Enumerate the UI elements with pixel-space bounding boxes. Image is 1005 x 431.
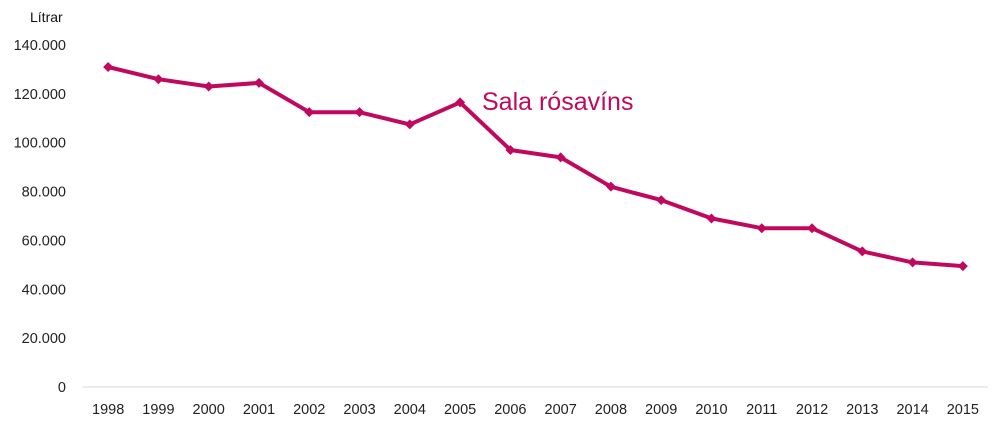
y-axis-label: Lítrar xyxy=(30,9,63,25)
data-point-2015 xyxy=(957,261,968,272)
x-tick-label: 2015 xyxy=(947,402,979,418)
y-tick-label: 80.000 xyxy=(22,185,66,201)
data-point-1999 xyxy=(153,74,164,85)
x-tick-label: 2003 xyxy=(343,402,375,418)
series-markers xyxy=(103,61,968,272)
x-tick-label: 2012 xyxy=(796,402,828,418)
data-point-2002 xyxy=(304,107,315,118)
x-tick-label: 2010 xyxy=(695,402,727,418)
x-axis: 1998 1999 2000 2001 2002 2003 2004 2005 2006 2007… xyxy=(92,402,979,418)
data-point-2011 xyxy=(756,223,767,234)
x-tick-label: 2001 xyxy=(243,402,275,418)
x-tick-label: 2000 xyxy=(193,402,225,418)
x-tick-label: 2004 xyxy=(394,402,426,418)
series-label: Sala rósavíns xyxy=(482,88,633,116)
y-axis: 0 20.000 40.000 60.000 80.000 100.000 120.000 1… xyxy=(14,38,66,396)
x-tick-label: 2011 xyxy=(746,402,777,418)
y-tick-label: 40.000 xyxy=(22,282,66,298)
y-tick-label: 20.000 xyxy=(22,331,66,347)
y-tick-label: 100.000 xyxy=(14,136,66,152)
data-point-2006 xyxy=(505,145,516,156)
data-point-2012 xyxy=(807,223,818,234)
x-tick-label: 2013 xyxy=(846,402,878,418)
x-tick-label: 1999 xyxy=(142,402,174,418)
data-point-2008 xyxy=(605,181,616,192)
y-tick-label: 120.000 xyxy=(14,87,66,103)
x-tick-label: 2014 xyxy=(896,402,928,418)
x-tick-label: 1998 xyxy=(92,402,124,418)
x-tick-label: 2009 xyxy=(645,402,677,418)
y-tick-label: 140.000 xyxy=(14,38,66,54)
data-point-2001 xyxy=(253,77,264,88)
data-point-2003 xyxy=(354,107,365,118)
data-point-2013 xyxy=(857,246,868,257)
series-line xyxy=(107,65,964,269)
data-point-2010 xyxy=(706,213,717,224)
y-tick-label: 0 xyxy=(58,380,66,396)
data-point-2005 xyxy=(455,97,466,108)
x-tick-label: 2005 xyxy=(444,402,476,418)
x-tick-label: 2002 xyxy=(293,402,325,418)
data-point-2007 xyxy=(555,152,566,163)
x-tick-label: 2007 xyxy=(545,402,577,418)
x-tick-label: 2006 xyxy=(494,402,526,418)
x-tick-label: 2008 xyxy=(595,402,627,418)
data-point-1998 xyxy=(103,61,114,72)
data-point-2004 xyxy=(404,119,415,130)
data-point-2014 xyxy=(907,257,918,268)
y-tick-label: 60.000 xyxy=(22,233,66,249)
data-point-2009 xyxy=(656,195,667,206)
data-point-2000 xyxy=(203,81,214,92)
